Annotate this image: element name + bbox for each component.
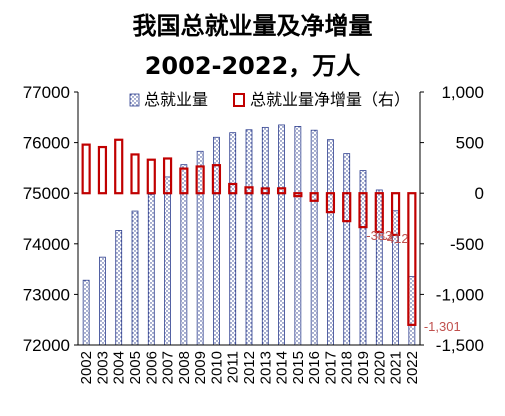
bar-total-2016: [310, 129, 318, 346]
x-tick-label: 2005: [127, 351, 144, 384]
chart-title: 我国总就业量及净增量: [132, 12, 373, 40]
x-tick-label: 2019: [355, 351, 372, 384]
x-tick-label: 2022: [404, 351, 421, 384]
right-tick-label: -1,500: [436, 336, 484, 355]
x-tick-label: 2003: [94, 351, 111, 384]
bar-total-2009: [196, 150, 204, 346]
x-tick-label: 2002: [78, 351, 95, 384]
bar-total-2015: [294, 126, 302, 346]
bar-total-2019: [359, 170, 367, 346]
bar-total-2012: [245, 129, 253, 346]
bar-total-2011: [229, 132, 237, 346]
right-tick-label: 0: [475, 184, 484, 203]
x-tick-label: 2017: [322, 351, 339, 384]
left-tick-label: 77000: [23, 83, 70, 102]
bar-net-2014: [276, 187, 287, 195]
bar-total-2013: [261, 126, 269, 346]
bar-net-2013: [260, 187, 270, 195]
bar-total-2014: [278, 124, 285, 346]
bar-net-2015: [293, 192, 303, 198]
bar-net-2004: [114, 138, 124, 195]
left-tick-label: 75000: [23, 184, 70, 203]
x-tick-label: 2011: [225, 351, 242, 383]
legend-label-net: 总就业量净增量（右）: [250, 90, 410, 109]
bar-net-2010: [211, 164, 222, 195]
x-tick-label: 2012: [241, 351, 258, 384]
right-tick-label: -1,000: [436, 285, 484, 304]
x-tick-label: 2009: [192, 351, 209, 384]
bar-net-2022: [407, 192, 417, 326]
data-label-2021: -412: [383, 231, 409, 246]
bar-total-2020: [375, 189, 383, 346]
bar-total-2006: [147, 193, 155, 346]
bar-total-2005: [131, 210, 139, 346]
x-tick-label: 2018: [339, 351, 356, 384]
data-label-2022: -1,301: [424, 319, 461, 334]
bar-net-2005: [130, 153, 140, 195]
bar-total-2022: [408, 276, 416, 346]
left-tick-label: 76000: [23, 134, 70, 153]
data-label-2020: -383: [366, 228, 392, 243]
bar-net-2002: [81, 143, 91, 195]
x-tick-label: 2008: [176, 351, 193, 384]
left-tick-label: 74000: [23, 235, 70, 254]
bar-total-2007: [164, 176, 171, 346]
bar-net-2006: [146, 158, 156, 195]
bar-total-2008: [180, 164, 188, 346]
legend-swatch-total: [129, 93, 140, 107]
bar-total-2017: [327, 139, 334, 346]
bar-net-2020: [374, 192, 384, 234]
bar-net-2003: [97, 145, 108, 195]
bar-total-2003: [99, 256, 106, 346]
right-tick-label: 1,000: [441, 83, 484, 102]
bar-net-2018: [342, 192, 352, 223]
bar-net-2011: [228, 182, 238, 195]
x-tick-label: 2014: [274, 351, 291, 384]
bar-net-2012: [244, 186, 254, 195]
bar-net-2019: [358, 192, 368, 229]
chart-subtitle: 2002-2022，万人: [144, 52, 361, 80]
x-tick-label: 2021: [388, 351, 405, 384]
bar-total-2002: [82, 279, 90, 346]
right-tick-label: 500: [456, 134, 484, 153]
x-tick-label: 2004: [111, 351, 128, 384]
legend-swatch-net: [233, 93, 245, 107]
x-tick-label: 2007: [160, 351, 177, 384]
right-tick-label: -500: [450, 235, 484, 254]
x-tick-label: 2020: [371, 351, 388, 384]
x-tick-label: 2013: [257, 351, 274, 384]
bar-net-2016: [309, 192, 319, 202]
x-tick-label: 2010: [208, 351, 225, 384]
left-tick-label: 73000: [23, 285, 70, 304]
x-tick-label: 2006: [143, 351, 160, 384]
x-tick-label: 2016: [306, 351, 323, 384]
bar-net-2009: [195, 165, 205, 195]
bar-net-2017: [325, 192, 336, 214]
legend-label-total: 总就业量: [144, 90, 208, 109]
bar-total-2010: [213, 136, 220, 346]
bar-total-2004: [115, 230, 123, 346]
bar-total-2018: [343, 153, 351, 346]
left-tick-label: 72000: [23, 336, 70, 355]
bar-net-2008: [179, 167, 189, 195]
x-tick-label: 2015: [290, 351, 307, 384]
bar-net-2007: [162, 157, 173, 195]
bar-net-2021: [390, 192, 401, 236]
